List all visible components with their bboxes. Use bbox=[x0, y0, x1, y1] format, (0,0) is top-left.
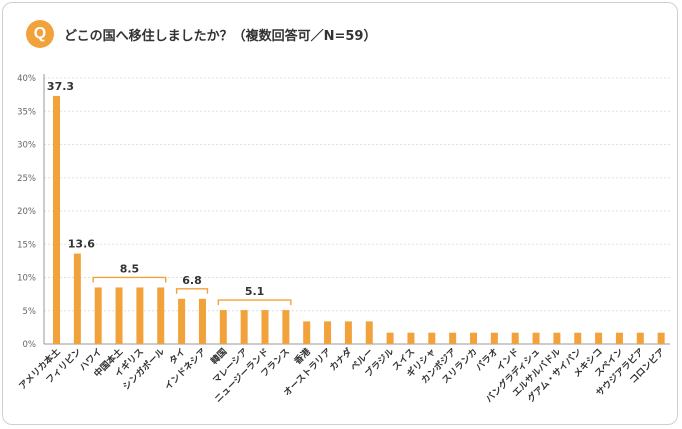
data-label: 6.8 bbox=[182, 274, 202, 287]
bar bbox=[532, 332, 540, 344]
question-badge: Q bbox=[26, 20, 54, 48]
bar bbox=[657, 332, 665, 344]
group-bracket bbox=[92, 276, 167, 283]
bar bbox=[94, 287, 102, 344]
category-label: カナダ bbox=[327, 346, 355, 374]
bar bbox=[282, 310, 290, 344]
bar bbox=[449, 332, 457, 344]
data-label: 13.6 bbox=[68, 238, 95, 251]
bar bbox=[344, 321, 352, 344]
bar bbox=[553, 332, 561, 344]
bar bbox=[490, 332, 498, 344]
bar bbox=[595, 332, 603, 344]
bar bbox=[198, 298, 206, 344]
bar bbox=[73, 253, 81, 344]
y-tick-label: 10% bbox=[17, 274, 36, 284]
bar bbox=[115, 287, 123, 344]
bar bbox=[157, 287, 165, 344]
bar bbox=[178, 298, 186, 344]
data-label: 5.1 bbox=[245, 285, 265, 298]
bar bbox=[511, 332, 519, 344]
data-label: 8.5 bbox=[120, 262, 140, 275]
bar bbox=[219, 310, 227, 344]
bar bbox=[136, 287, 144, 344]
y-tick-label: 15% bbox=[17, 240, 36, 250]
bar bbox=[407, 332, 415, 344]
y-tick-label: 25% bbox=[17, 174, 36, 184]
y-tick-label: 40% bbox=[17, 74, 36, 84]
question-title: どこの国へ移住しましたか？（複数回答可／N=59） bbox=[64, 29, 377, 44]
bar bbox=[324, 321, 332, 344]
y-tick-label: 20% bbox=[17, 207, 36, 217]
bar bbox=[261, 310, 269, 344]
bar bbox=[240, 310, 248, 344]
chart-frame bbox=[2, 2, 678, 425]
bar bbox=[615, 332, 623, 344]
bar bbox=[53, 95, 60, 344]
bar bbox=[428, 332, 436, 344]
bar bbox=[574, 332, 582, 344]
y-tick-label: 30% bbox=[17, 141, 36, 151]
group-bracket bbox=[217, 299, 292, 306]
group-bracket bbox=[175, 288, 209, 294]
bar bbox=[386, 332, 394, 344]
data-label: 37.3 bbox=[47, 80, 74, 93]
y-tick-label: 5% bbox=[23, 307, 37, 317]
y-tick-label: 0% bbox=[23, 340, 37, 350]
bar bbox=[365, 321, 373, 344]
bar bbox=[470, 332, 477, 344]
y-tick-label: 35% bbox=[17, 107, 36, 117]
bar bbox=[636, 332, 644, 344]
bar bbox=[303, 321, 311, 344]
category-label: パラオ bbox=[473, 346, 501, 374]
